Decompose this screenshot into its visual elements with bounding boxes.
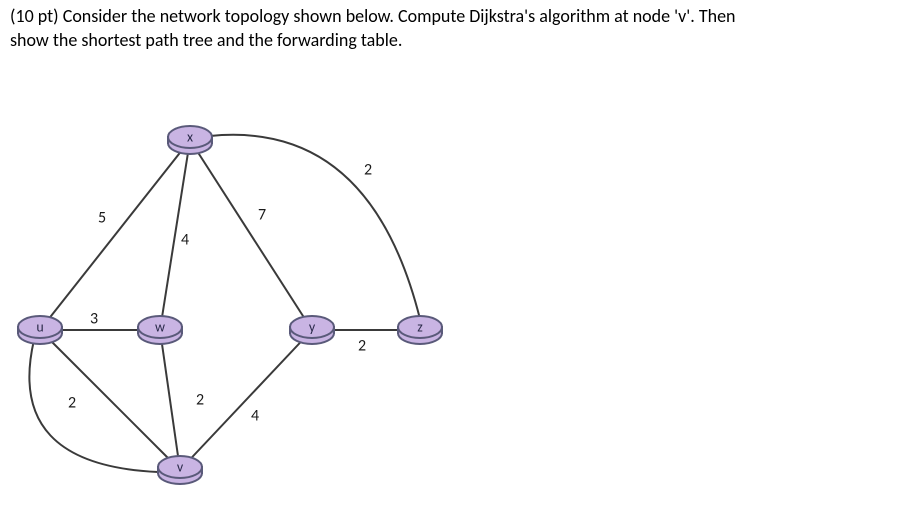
node-label-u: u xyxy=(36,319,43,336)
edge-x-y xyxy=(190,140,312,330)
node-u: u xyxy=(18,316,62,344)
edge-weight-u-w: 3 xyxy=(90,310,98,329)
edge-weight-y-z: 2 xyxy=(358,337,366,356)
node-x: x xyxy=(168,126,212,154)
node-v: v xyxy=(158,456,202,484)
edge-weight-x-w: 4 xyxy=(181,231,189,250)
edge-u-v xyxy=(40,330,180,470)
edge-weight-x-u: 5 xyxy=(98,209,106,228)
node-label-x: x xyxy=(187,129,193,146)
edge-weight-w-v: 2 xyxy=(196,391,204,410)
node-label-z: z xyxy=(417,319,423,336)
edge-x-u xyxy=(40,140,190,330)
edge-u-v xyxy=(29,340,158,472)
edge-weight-x-z: 2 xyxy=(364,161,372,180)
node-label-y: y xyxy=(309,319,316,336)
edge-weight-y-v: 4 xyxy=(251,407,259,426)
question-line2: show the shortest path tree and the forw… xyxy=(10,29,402,51)
edge-weight-x-y: 7 xyxy=(258,206,266,225)
edge-w-v xyxy=(160,330,180,470)
node-label-w: w xyxy=(155,319,165,336)
question-line1: Consider the network topology shown belo… xyxy=(63,5,736,27)
node-z: z xyxy=(398,316,442,344)
edge-weight-u-v: 2 xyxy=(68,394,76,413)
node-w: w xyxy=(138,316,182,344)
points-prefix: (10 pt) xyxy=(10,5,63,27)
network-svg: 5 4 7 2 3 2 2 2 4 x u w y z v xyxy=(10,100,510,520)
node-y: y xyxy=(290,316,334,344)
edge-x-z xyxy=(210,135,420,319)
node-label-v: v xyxy=(177,459,184,476)
question-text: (10 pt) Consider the network topology sh… xyxy=(10,4,910,53)
network-diagram: 5 4 7 2 3 2 2 2 4 x u w y z v xyxy=(10,100,510,520)
